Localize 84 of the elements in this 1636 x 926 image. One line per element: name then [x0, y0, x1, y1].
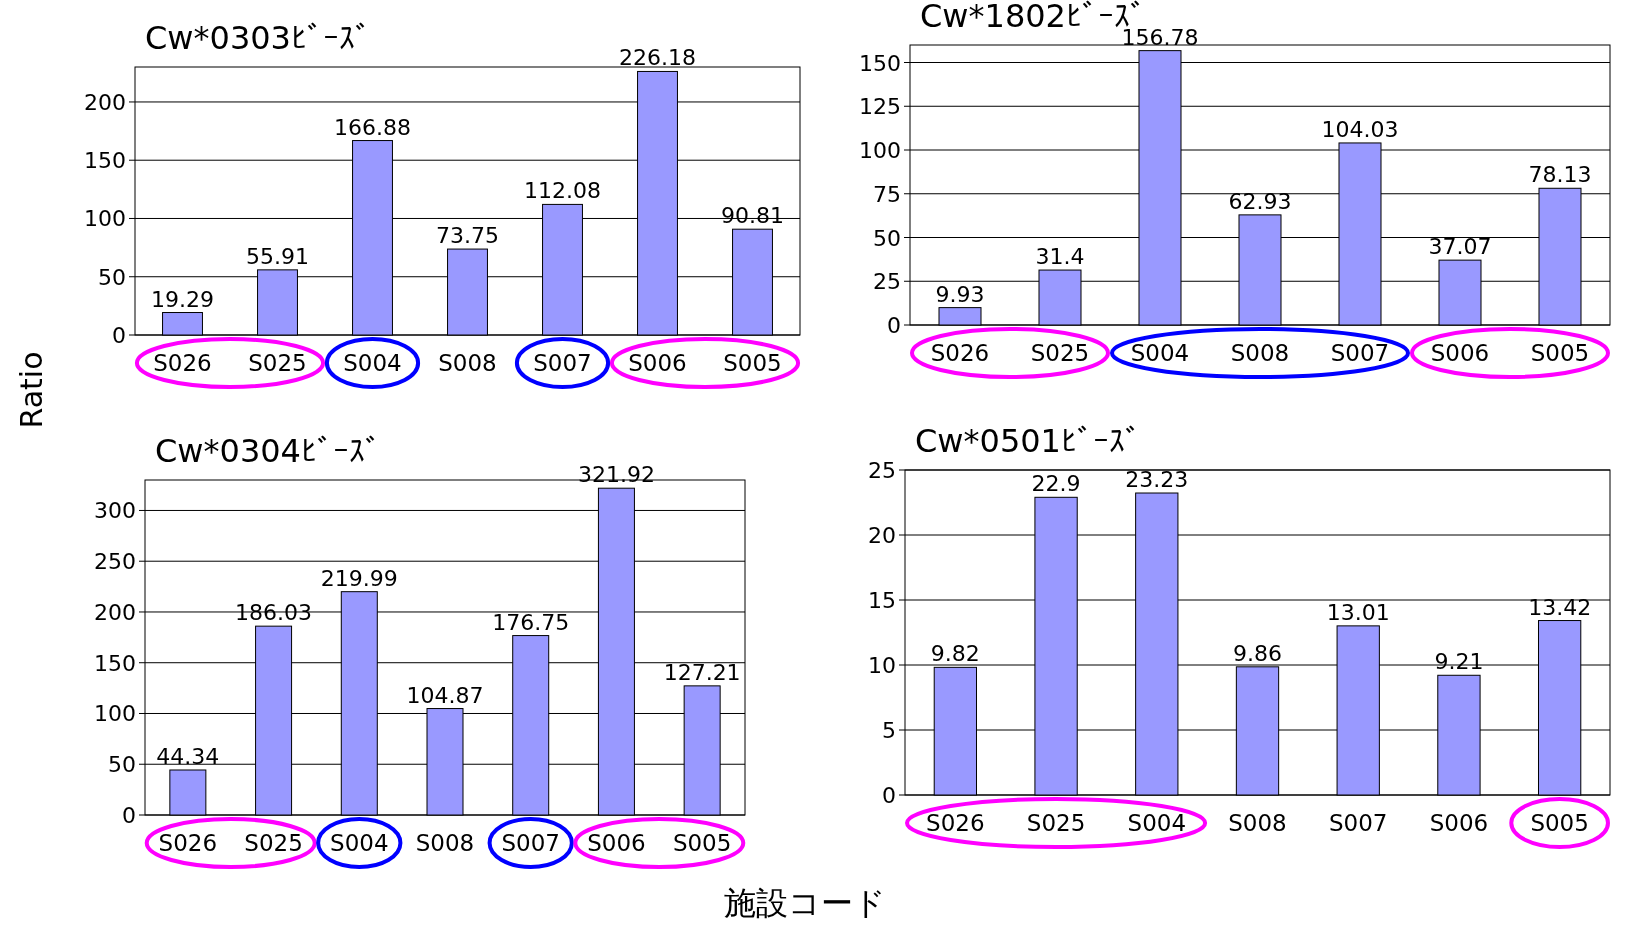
x-tick-label: S026	[153, 350, 212, 376]
x-tick-label: S026	[926, 810, 985, 836]
x-tick-label: S004	[343, 350, 402, 376]
x-tick-label: S008	[1228, 810, 1287, 836]
chart-title: Cw*0304ﾋﾞｰｽﾞ	[155, 432, 381, 470]
data-label: 104.87	[406, 682, 484, 708]
data-label: 226.18	[619, 45, 696, 71]
x-tick-label: S007	[1328, 810, 1388, 836]
x-tick-label: S005	[1530, 340, 1590, 366]
data-label: 44.34	[156, 743, 220, 769]
y-tick-label: 150	[94, 650, 136, 676]
y-tick-label: 10	[868, 653, 896, 678]
y-tick-label: 200	[94, 599, 136, 625]
y-tick-label: 125	[859, 94, 901, 120]
x-tick-label: S008	[438, 350, 497, 376]
chart-title: Cw*0303ﾋﾞｰｽﾞ	[145, 19, 371, 57]
y-tick-label: 50	[98, 264, 126, 290]
x-tick-label: S005	[1530, 810, 1589, 836]
data-label: 55.91	[246, 243, 309, 269]
data-label: 23.23	[1125, 467, 1189, 493]
y-tick-label: 150	[84, 148, 126, 174]
x-tick-label: S004	[1130, 340, 1190, 366]
x-tick-label: S008	[415, 830, 475, 856]
data-label: 112.08	[524, 178, 601, 204]
data-label: 219.99	[320, 565, 398, 591]
y-tick-label: 75	[873, 181, 901, 207]
x-tick-label: S025	[244, 830, 303, 856]
x-tick-label: S007	[533, 350, 592, 376]
x-tick-label: S025	[248, 350, 307, 376]
data-label: 22.9	[1031, 471, 1081, 497]
data-label: 9.21	[1434, 649, 1484, 675]
data-label: 127.21	[663, 659, 741, 685]
data-label: 186.03	[235, 600, 313, 626]
y-tick-label: 200	[84, 89, 126, 115]
x-tick-label: S004	[1127, 810, 1187, 836]
y-tick-label: 0	[122, 803, 136, 828]
y-tick-label: 25	[868, 458, 896, 483]
data-label: 9.86	[1233, 640, 1282, 666]
data-label: 37.07	[1428, 234, 1492, 260]
chart-title: Cw*0501ﾋﾞｰｽﾞ	[915, 422, 1141, 460]
y-tick-label: 250	[94, 549, 136, 575]
data-label: 104.03	[1321, 116, 1399, 142]
data-label: 9.82	[930, 641, 980, 667]
data-label: 176.75	[492, 609, 570, 635]
data-label: 73.75	[436, 223, 499, 249]
data-label: 62.93	[1228, 188, 1292, 214]
y-tick-label: 15	[868, 588, 896, 613]
data-label: 78.13	[1528, 162, 1592, 188]
x-tick-label: S026	[158, 830, 218, 856]
x-tick-label: S025	[1030, 340, 1090, 366]
x-tick-label: S006	[587, 830, 646, 856]
x-tick-label: S006	[1429, 810, 1489, 836]
x-tick-label: S006	[628, 350, 687, 376]
data-label: 13.42	[1528, 594, 1592, 620]
y-tick-label: 100	[94, 701, 136, 727]
y-axis-title: Ratio	[14, 351, 49, 429]
y-tick-label: 0	[112, 323, 126, 348]
x-tick-label: S007	[1330, 340, 1390, 366]
x-tick-label: S007	[501, 830, 560, 856]
y-tick-label: 0	[887, 313, 901, 338]
y-tick-label: 100	[84, 206, 126, 232]
data-label: 13.01	[1326, 599, 1390, 625]
y-tick-label: 25	[873, 269, 901, 295]
y-tick-label: 100	[859, 138, 901, 163]
x-tick-label: S008	[1230, 340, 1290, 366]
data-label: 321.92	[577, 462, 655, 488]
x-tick-label: S005	[723, 350, 782, 376]
y-tick-label: 20	[868, 523, 896, 548]
x-tick-label: S004	[330, 830, 389, 856]
y-tick-label: 0	[882, 783, 896, 808]
data-label: 166.88	[334, 114, 411, 140]
x-tick-label: S006	[1430, 340, 1490, 366]
x-axis-title: 施設コード	[724, 884, 886, 922]
x-tick-label: S005	[672, 830, 732, 856]
data-label: 9.93	[935, 281, 985, 307]
y-tick-label: 5	[882, 718, 896, 743]
y-tick-label: 300	[94, 498, 136, 524]
x-tick-label: S026	[930, 340, 990, 366]
x-tick-label: S025	[1026, 810, 1086, 836]
data-label: 19.29	[151, 286, 214, 312]
y-tick-label: 50	[108, 752, 136, 778]
y-tick-label: 150	[859, 50, 901, 76]
y-tick-label: 50	[873, 225, 901, 251]
data-label: 31.4	[1035, 244, 1085, 270]
